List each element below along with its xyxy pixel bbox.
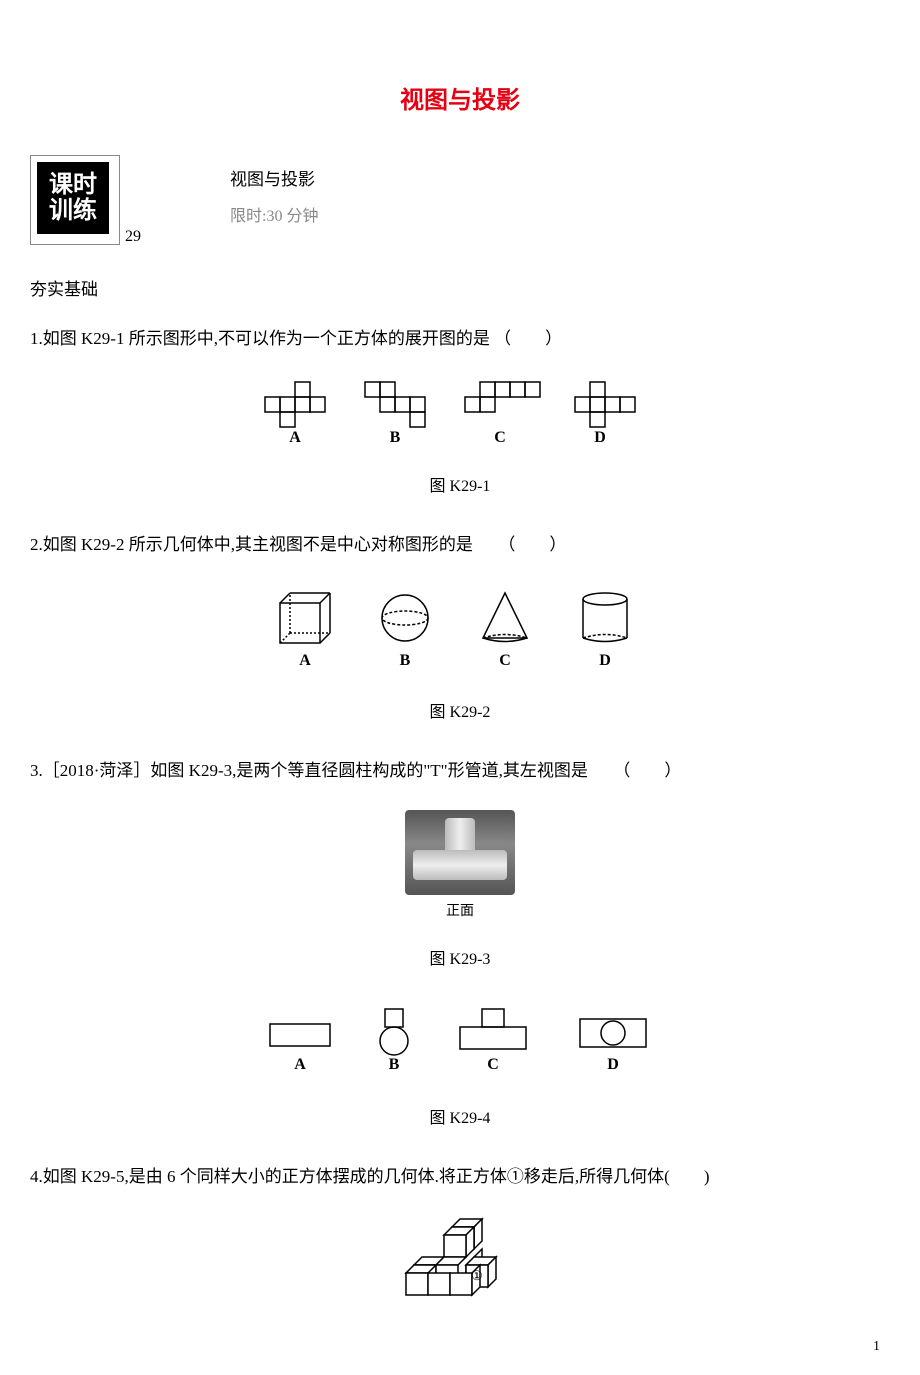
label-c: C xyxy=(494,429,506,446)
question-4: 4.如图 K29-5,是由 6 个同样大小的正方体摆成的几何体.将正方体①移走后… xyxy=(30,1163,890,1190)
badge-number: 29 xyxy=(125,228,141,246)
svg-text:C: C xyxy=(487,1056,499,1073)
figure-k29-4: A B C D xyxy=(30,1004,890,1079)
header-time-limit: 限时:30 分钟 xyxy=(230,202,318,226)
section-title: 夯实基础 xyxy=(30,275,890,300)
figure-k29-1: A B C D xyxy=(30,377,890,447)
header-text: 视图与投影 限时:30 分钟 xyxy=(230,155,318,226)
svg-text:D: D xyxy=(599,652,611,669)
question-1: 1.如图 K29-1 所示图形中,不可以作为一个正方体的展开图的是 （ ） xyxy=(30,325,890,352)
caption-k29-4: 图 K29-4 xyxy=(30,1104,890,1128)
figure-k29-2: A B C D xyxy=(30,583,890,673)
svg-text:①: ① xyxy=(471,1268,483,1283)
header-row: 课时 训练 29 视图与投影 限时:30 分钟 xyxy=(30,155,890,245)
badge-line2: 训练 xyxy=(49,198,97,224)
pipe-icon xyxy=(405,810,515,895)
badge-line1: 课时 xyxy=(49,172,97,198)
svg-text:C: C xyxy=(499,652,511,669)
svg-text:A: A xyxy=(294,1056,306,1073)
main-title: 视图与投影 xyxy=(30,80,890,115)
lesson-badge: 课时 训练 29 xyxy=(30,155,120,245)
caption-k29-1: 图 K29-1 xyxy=(30,472,890,496)
figure-k29-3: 正面 xyxy=(30,810,890,920)
label-b: B xyxy=(390,429,401,446)
question-2: 2.如图 K29-2 所示几何体中,其主视图不是中心对称图形的是 （ ） xyxy=(30,531,890,558)
badge-inner: 课时 训练 xyxy=(37,162,109,234)
label-d: D xyxy=(594,429,606,446)
svg-text:B: B xyxy=(389,1056,400,1073)
page-number: 1 xyxy=(873,1339,880,1355)
caption-k29-2: 图 K29-2 xyxy=(30,698,890,722)
figure-k29-5: ① xyxy=(30,1215,890,1310)
svg-text:D: D xyxy=(607,1056,619,1073)
pipe-front-label: 正面 xyxy=(30,900,890,920)
question-3: 3.［2018·菏泽］如图 K29-3,是两个等直径圆柱构成的"T"形管道,其左… xyxy=(30,757,890,784)
header-subtitle: 视图与投影 xyxy=(230,165,318,190)
svg-text:A: A xyxy=(299,652,311,669)
caption-k29-3: 图 K29-3 xyxy=(30,945,890,969)
svg-text:B: B xyxy=(400,652,411,669)
label-a: A xyxy=(289,429,301,446)
